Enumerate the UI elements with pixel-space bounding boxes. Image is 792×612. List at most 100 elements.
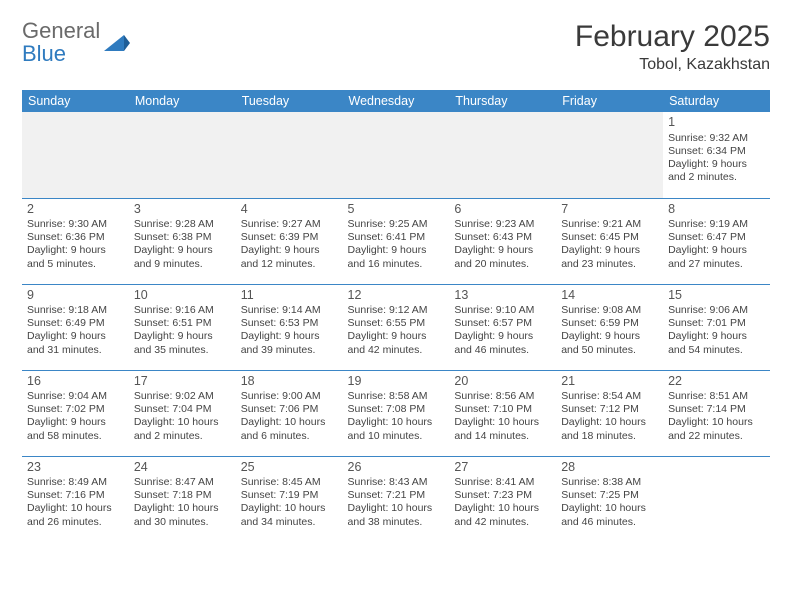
day-cell: 6Sunrise: 9:23 AMSunset: 6:43 PMDaylight… xyxy=(449,198,556,284)
daylight-line: Daylight: 9 hours and 16 minutes. xyxy=(348,244,445,270)
day-number: 22 xyxy=(668,374,765,390)
dow-sunday: Sunday xyxy=(22,90,129,112)
week-row: 23Sunrise: 8:49 AMSunset: 7:16 PMDayligh… xyxy=(22,456,770,542)
daylight-line: Daylight: 9 hours and 46 minutes. xyxy=(454,330,551,356)
day-number: 15 xyxy=(668,288,765,304)
daylight-line: Daylight: 9 hours and 27 minutes. xyxy=(668,244,765,270)
day-number: 23 xyxy=(27,460,124,476)
month-title: February 2025 xyxy=(575,20,770,54)
logo: General Blue xyxy=(22,20,130,66)
daylight-line: Daylight: 9 hours and 58 minutes. xyxy=(27,416,124,442)
sunrise-line: Sunrise: 9:10 AM xyxy=(454,304,551,317)
sunset-line: Sunset: 7:19 PM xyxy=(241,489,338,502)
day-of-week-row: Sunday Monday Tuesday Wednesday Thursday… xyxy=(22,90,770,112)
sunrise-line: Sunrise: 9:28 AM xyxy=(134,218,231,231)
daylight-line: Daylight: 10 hours and 6 minutes. xyxy=(241,416,338,442)
daylight-line: Daylight: 10 hours and 42 minutes. xyxy=(454,502,551,528)
daylight-line: Daylight: 10 hours and 30 minutes. xyxy=(134,502,231,528)
day-number: 20 xyxy=(454,374,551,390)
day-number: 5 xyxy=(348,202,445,218)
day-number: 17 xyxy=(134,374,231,390)
sunset-line: Sunset: 7:08 PM xyxy=(348,403,445,416)
header: General Blue February 2025 Tobol, Kazakh… xyxy=(22,20,770,74)
daylight-line: Daylight: 10 hours and 46 minutes. xyxy=(561,502,658,528)
sunrise-line: Sunrise: 9:14 AM xyxy=(241,304,338,317)
sunrise-line: Sunrise: 9:25 AM xyxy=(348,218,445,231)
sunset-line: Sunset: 6:39 PM xyxy=(241,231,338,244)
sunset-line: Sunset: 6:51 PM xyxy=(134,317,231,330)
sunrise-line: Sunrise: 8:54 AM xyxy=(561,390,658,403)
day-number: 21 xyxy=(561,374,658,390)
sunset-line: Sunset: 6:55 PM xyxy=(348,317,445,330)
day-cell xyxy=(343,112,450,198)
day-cell xyxy=(449,112,556,198)
day-cell: 20Sunrise: 8:56 AMSunset: 7:10 PMDayligh… xyxy=(449,370,556,456)
day-cell xyxy=(556,112,663,198)
daylight-line: Daylight: 10 hours and 26 minutes. xyxy=(27,502,124,528)
daylight-line: Daylight: 9 hours and 35 minutes. xyxy=(134,330,231,356)
sunrise-line: Sunrise: 9:19 AM xyxy=(668,218,765,231)
day-cell: 28Sunrise: 8:38 AMSunset: 7:25 PMDayligh… xyxy=(556,456,663,542)
day-cell xyxy=(236,112,343,198)
sunset-line: Sunset: 6:36 PM xyxy=(27,231,124,244)
daylight-line: Daylight: 10 hours and 34 minutes. xyxy=(241,502,338,528)
sunset-line: Sunset: 7:01 PM xyxy=(668,317,765,330)
sunset-line: Sunset: 7:02 PM xyxy=(27,403,124,416)
sunset-line: Sunset: 6:49 PM xyxy=(27,317,124,330)
sunset-line: Sunset: 6:43 PM xyxy=(454,231,551,244)
day-cell xyxy=(663,456,770,542)
day-cell: 9Sunrise: 9:18 AMSunset: 6:49 PMDaylight… xyxy=(22,284,129,370)
day-number: 26 xyxy=(348,460,445,476)
daylight-line: Daylight: 9 hours and 50 minutes. xyxy=(561,330,658,356)
day-number: 14 xyxy=(561,288,658,304)
sunrise-line: Sunrise: 9:04 AM xyxy=(27,390,124,403)
day-cell: 27Sunrise: 8:41 AMSunset: 7:23 PMDayligh… xyxy=(449,456,556,542)
day-cell: 16Sunrise: 9:04 AMSunset: 7:02 PMDayligh… xyxy=(22,370,129,456)
sunrise-line: Sunrise: 8:56 AM xyxy=(454,390,551,403)
day-cell: 2Sunrise: 9:30 AMSunset: 6:36 PMDaylight… xyxy=(22,198,129,284)
day-number: 18 xyxy=(241,374,338,390)
sunrise-line: Sunrise: 8:41 AM xyxy=(454,476,551,489)
daylight-line: Daylight: 10 hours and 18 minutes. xyxy=(561,416,658,442)
sunrise-line: Sunrise: 8:51 AM xyxy=(668,390,765,403)
daylight-line: Daylight: 9 hours and 5 minutes. xyxy=(27,244,124,270)
day-cell: 14Sunrise: 9:08 AMSunset: 6:59 PMDayligh… xyxy=(556,284,663,370)
sunrise-line: Sunrise: 9:32 AM xyxy=(668,132,765,145)
sunset-line: Sunset: 7:10 PM xyxy=(454,403,551,416)
sunrise-line: Sunrise: 8:49 AM xyxy=(27,476,124,489)
day-cell: 23Sunrise: 8:49 AMSunset: 7:16 PMDayligh… xyxy=(22,456,129,542)
sunset-line: Sunset: 6:59 PM xyxy=(561,317,658,330)
sunset-line: Sunset: 7:16 PM xyxy=(27,489,124,502)
sunset-line: Sunset: 7:14 PM xyxy=(668,403,765,416)
day-number: 4 xyxy=(241,202,338,218)
day-number: 8 xyxy=(668,202,765,218)
daylight-line: Daylight: 10 hours and 10 minutes. xyxy=(348,416,445,442)
day-cell xyxy=(129,112,236,198)
calendar-table: Sunday Monday Tuesday Wednesday Thursday… xyxy=(22,90,770,542)
daylight-line: Daylight: 9 hours and 42 minutes. xyxy=(348,330,445,356)
day-cell: 26Sunrise: 8:43 AMSunset: 7:21 PMDayligh… xyxy=(343,456,450,542)
daylight-line: Daylight: 9 hours and 20 minutes. xyxy=(454,244,551,270)
day-number: 13 xyxy=(454,288,551,304)
sunrise-line: Sunrise: 8:38 AM xyxy=(561,476,658,489)
week-row: 16Sunrise: 9:04 AMSunset: 7:02 PMDayligh… xyxy=(22,370,770,456)
location: Tobol, Kazakhstan xyxy=(575,56,770,74)
daylight-line: Daylight: 9 hours and 54 minutes. xyxy=(668,330,765,356)
day-number: 10 xyxy=(134,288,231,304)
week-row: 9Sunrise: 9:18 AMSunset: 6:49 PMDaylight… xyxy=(22,284,770,370)
sunset-line: Sunset: 7:21 PM xyxy=(348,489,445,502)
day-number: 24 xyxy=(134,460,231,476)
sunrise-line: Sunrise: 9:16 AM xyxy=(134,304,231,317)
sunrise-line: Sunrise: 8:58 AM xyxy=(348,390,445,403)
dow-wednesday: Wednesday xyxy=(343,90,450,112)
daylight-line: Daylight: 10 hours and 38 minutes. xyxy=(348,502,445,528)
calendar-body: 1Sunrise: 9:32 AMSunset: 6:34 PMDaylight… xyxy=(22,112,770,542)
sunrise-line: Sunrise: 9:21 AM xyxy=(561,218,658,231)
day-cell: 4Sunrise: 9:27 AMSunset: 6:39 PMDaylight… xyxy=(236,198,343,284)
day-number: 19 xyxy=(348,374,445,390)
daylight-line: Daylight: 9 hours and 31 minutes. xyxy=(27,330,124,356)
day-number: 6 xyxy=(454,202,551,218)
day-cell: 10Sunrise: 9:16 AMSunset: 6:51 PMDayligh… xyxy=(129,284,236,370)
sunrise-line: Sunrise: 9:00 AM xyxy=(241,390,338,403)
sunrise-line: Sunrise: 9:06 AM xyxy=(668,304,765,317)
